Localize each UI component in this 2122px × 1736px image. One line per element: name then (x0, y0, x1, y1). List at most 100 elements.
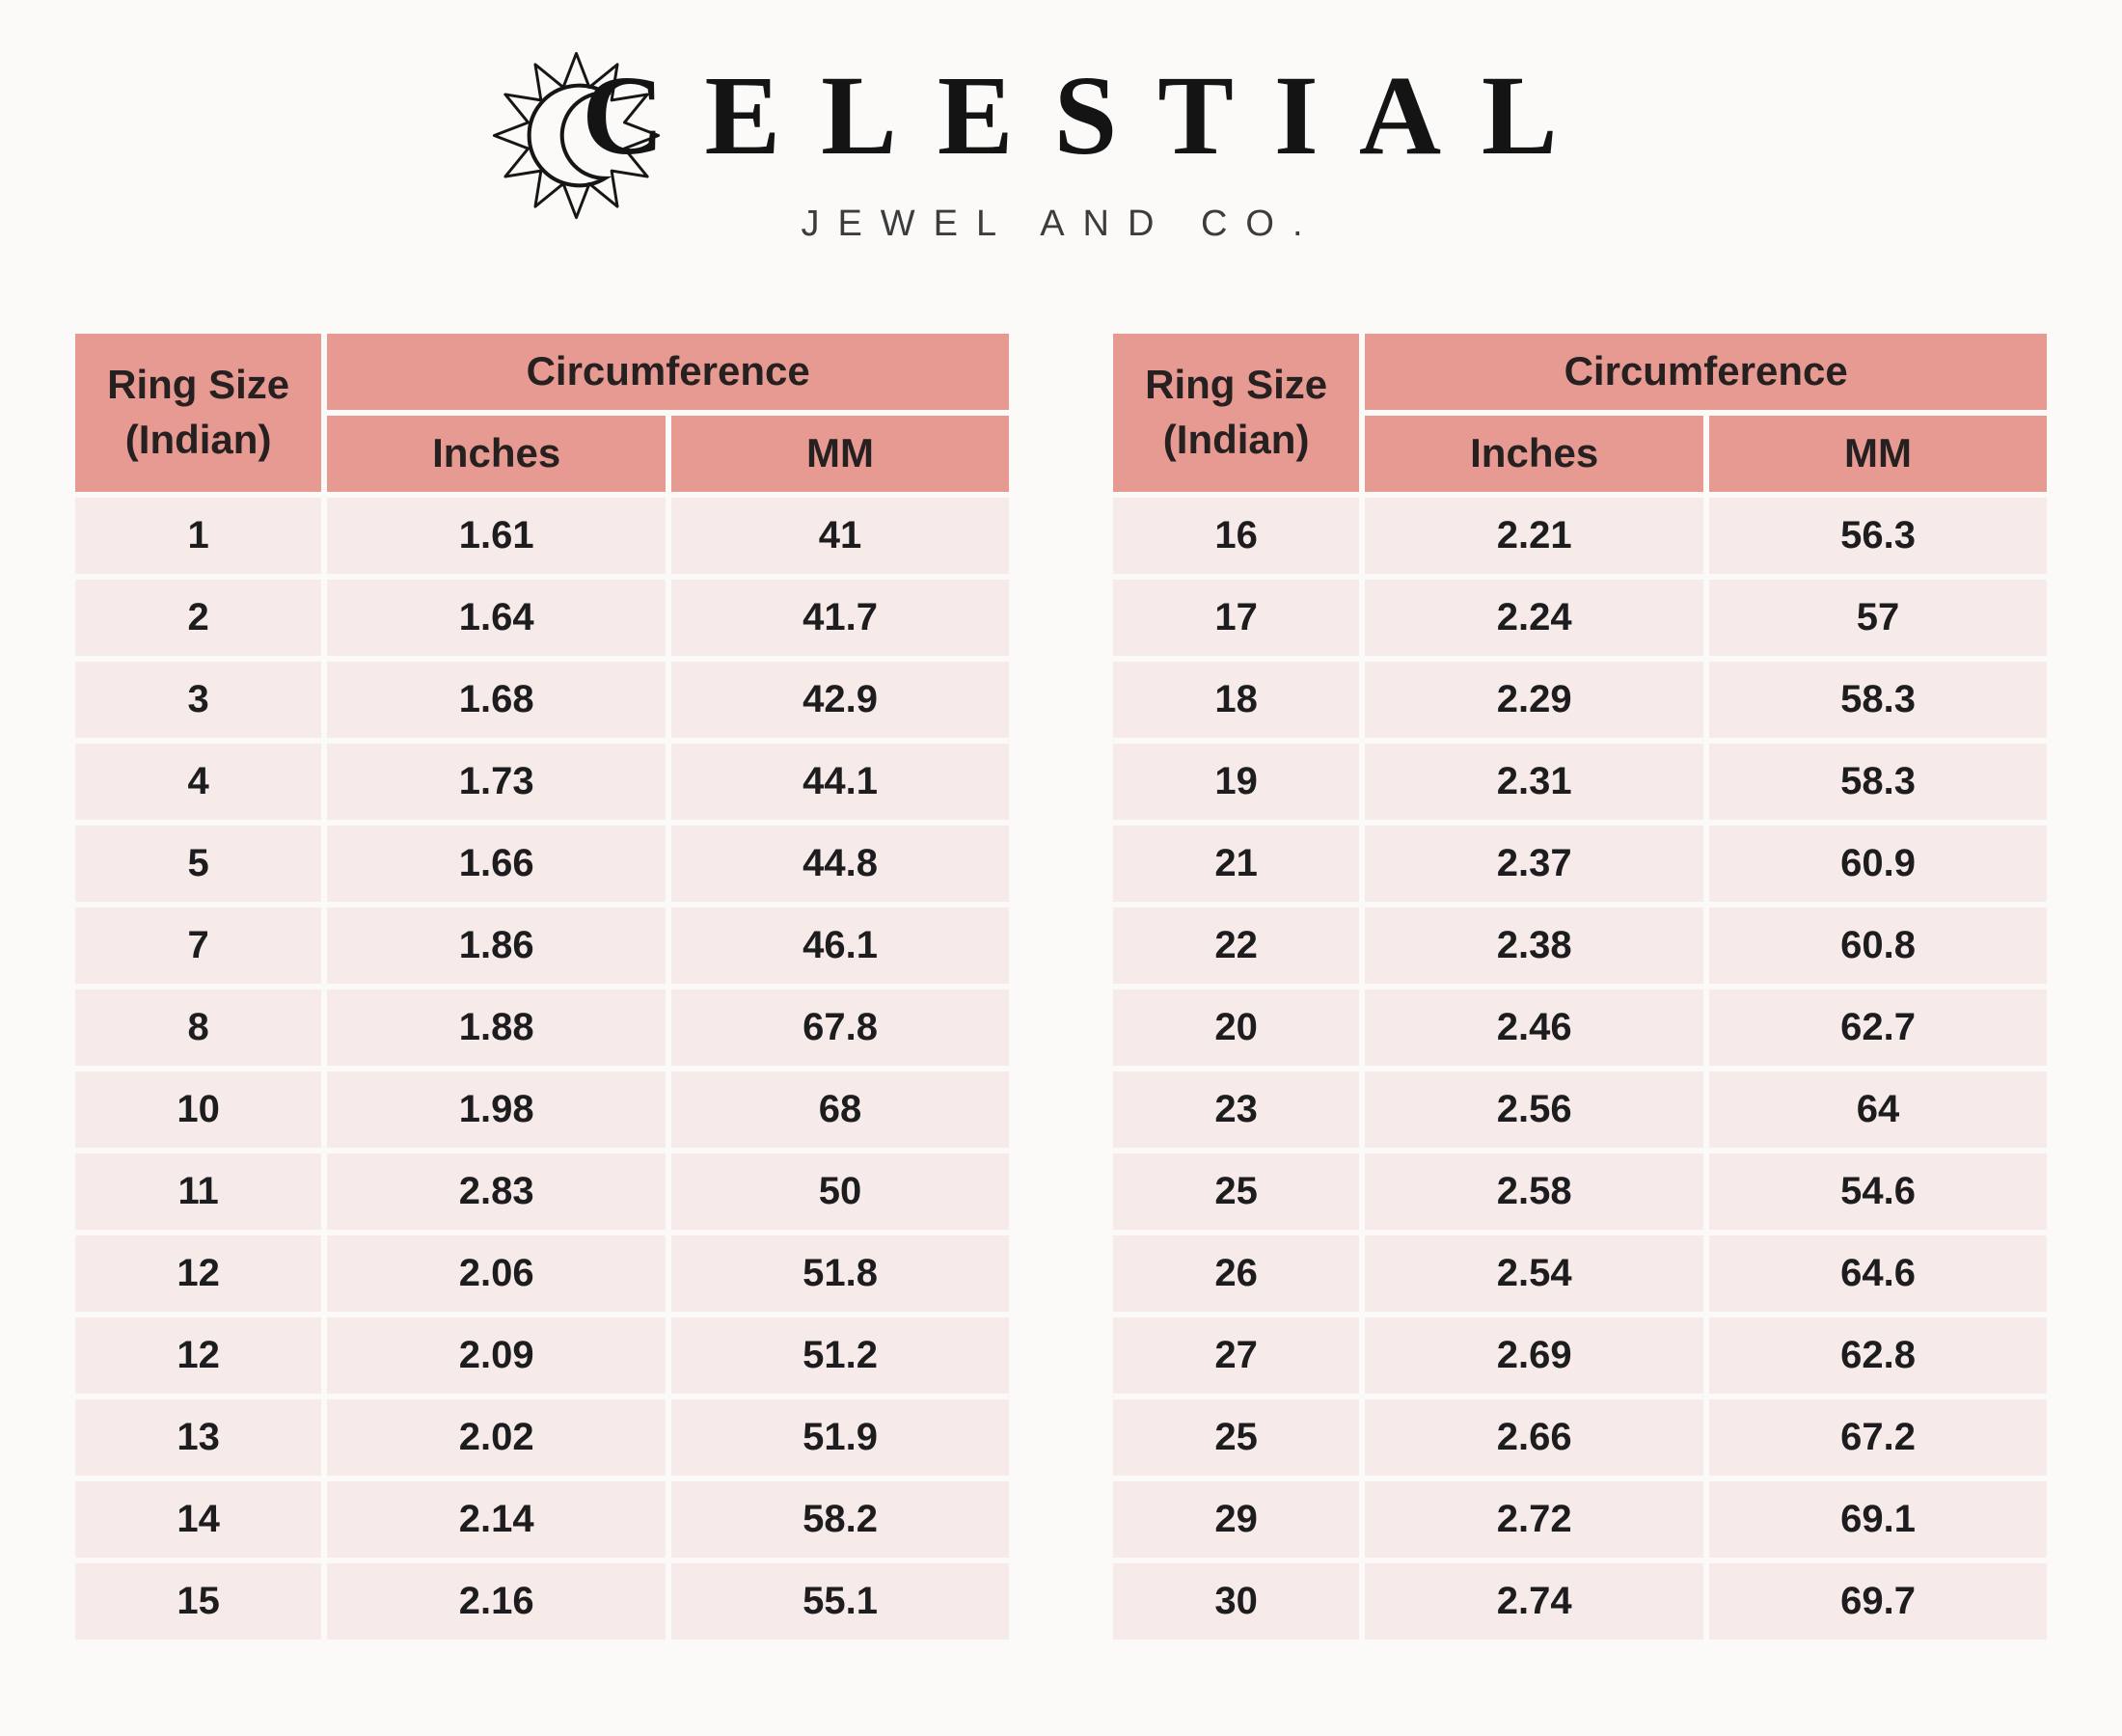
inches-cell: 2.16 (327, 1562, 667, 1640)
mm-cell: 60.9 (1709, 825, 2047, 902)
inches-cell: 2.14 (327, 1480, 667, 1558)
inches-cell: 1.98 (327, 1071, 667, 1148)
ring-size-cell: 29 (1113, 1480, 1360, 1558)
mm-cell: 62.8 (1709, 1316, 2047, 1394)
ring-size-header-line1: Ring Size (107, 362, 290, 408)
mm-cell: 44.1 (671, 743, 1009, 820)
inches-cell: 2.09 (327, 1316, 667, 1394)
ring-size-cell: 25 (1113, 1153, 1360, 1230)
inches-cell: 1.86 (327, 907, 667, 984)
inches-cell: 2.54 (1365, 1234, 1704, 1312)
table-row: 3 1.68 42.9 (75, 661, 1009, 738)
ring-size-cell: 4 (75, 743, 322, 820)
table-row: 12 2.06 51.8 (75, 1234, 1009, 1312)
inches-cell: 1.66 (327, 825, 667, 902)
table-body-right: 16 2.21 56.3 17 2.24 57 18 2.29 58.3 19 2.31 58.3 21… (1113, 497, 2047, 1640)
ring-size-cell: 25 (1113, 1398, 1360, 1476)
mm-cell: 57 (1709, 579, 2047, 656)
mm-cell: 60.8 (1709, 907, 2047, 984)
inches-cell: 2.72 (1365, 1480, 1704, 1558)
mm-header: MM (1709, 415, 2047, 492)
size-tables: Ring Size (Indian) Circumference Inches … (0, 333, 2122, 1640)
inches-cell: 2.31 (1365, 743, 1704, 820)
table-row: 8 1.88 67.8 (75, 989, 1009, 1066)
mm-cell: 69.1 (1709, 1480, 2047, 1558)
inches-cell: 2.69 (1365, 1316, 1704, 1394)
circumference-header: Circumference (327, 333, 1009, 410)
mm-cell: 64.6 (1709, 1234, 2047, 1312)
table-row: 10 1.98 68 (75, 1071, 1009, 1148)
ring-size-cell: 3 (75, 661, 322, 738)
ring-size-header: Ring Size (Indian) (75, 333, 322, 492)
inches-cell: 2.58 (1365, 1153, 1704, 1230)
inches-cell: 2.06 (327, 1234, 667, 1312)
table-header-right: Ring Size (Indian) Circumference Inches … (1113, 333, 2047, 492)
inches-cell: 2.83 (327, 1153, 667, 1230)
ring-size-table-right: Ring Size (Indian) Circumference Inches … (1113, 333, 2047, 1640)
table-row: 25 2.58 54.6 (1113, 1153, 2047, 1230)
table-row: 11 2.83 50 (75, 1153, 1009, 1230)
ring-size-cell: 8 (75, 989, 322, 1066)
mm-cell: 41.7 (671, 579, 1009, 656)
inches-cell: 1.61 (327, 497, 667, 574)
table-row: 1 1.61 41 (75, 497, 1009, 574)
table-body-left: 1 1.61 41 2 1.64 41.7 3 1.68 42.9 4 1.73 44.1 5 1.66 4… (75, 497, 1009, 1640)
table-row: 17 2.24 57 (1113, 579, 2047, 656)
ring-size-cell: 13 (75, 1398, 322, 1476)
mm-cell: 64 (1709, 1071, 2047, 1148)
table-row: 27 2.69 62.8 (1113, 1316, 2047, 1394)
sun-crescent-icon (492, 51, 661, 220)
brand-header: CELESTIAL JEWEL AND CO. (0, 0, 2122, 245)
mm-cell: 55.1 (671, 1562, 1009, 1640)
inches-cell: 2.66 (1365, 1398, 1704, 1476)
inches-cell: 2.21 (1365, 497, 1704, 574)
ring-size-cell: 2 (75, 579, 322, 656)
inches-header: Inches (1365, 415, 1704, 492)
ring-size-cell: 23 (1113, 1071, 1360, 1148)
table-row: 7 1.86 46.1 (75, 907, 1009, 984)
brand-subtitle: JEWEL AND CO. (801, 203, 1321, 244)
inches-header: Inches (327, 415, 667, 492)
inches-cell: 1.73 (327, 743, 667, 820)
table-row: 21 2.37 60.9 (1113, 825, 2047, 902)
ring-size-cell: 30 (1113, 1562, 1360, 1640)
table-row: 18 2.29 58.3 (1113, 661, 2047, 738)
mm-cell: 62.7 (1709, 989, 2047, 1066)
table-header-left: Ring Size (Indian) Circumference Inches … (75, 333, 1009, 492)
mm-cell: 67.2 (1709, 1398, 2047, 1476)
mm-cell: 41 (671, 497, 1009, 574)
inches-cell: 1.64 (327, 579, 667, 656)
table-row: 20 2.46 62.7 (1113, 989, 2047, 1066)
mm-cell: 67.8 (671, 989, 1009, 1066)
table-row: 19 2.31 58.3 (1113, 743, 2047, 820)
ring-size-header-line2: (Indian) (124, 416, 272, 462)
mm-cell: 51.2 (671, 1316, 1009, 1394)
table-row: 5 1.66 44.8 (75, 825, 1009, 902)
inches-cell: 2.37 (1365, 825, 1704, 902)
mm-header: MM (671, 415, 1009, 492)
ring-size-table-left: Ring Size (Indian) Circumference Inches … (75, 333, 1009, 1640)
ring-size-cell: 16 (1113, 497, 1360, 574)
ring-size-header: Ring Size (Indian) (1113, 333, 1360, 492)
table-row: 29 2.72 69.1 (1113, 1480, 2047, 1558)
ring-size-cell: 22 (1113, 907, 1360, 984)
ring-size-header-line1: Ring Size (1145, 362, 1328, 408)
ring-size-cell: 20 (1113, 989, 1360, 1066)
ring-size-cell: 21 (1113, 825, 1360, 902)
ring-size-cell: 1 (75, 497, 322, 574)
ring-size-cell: 27 (1113, 1316, 1360, 1394)
circumference-header: Circumference (1365, 333, 2047, 410)
ring-size-cell: 10 (75, 1071, 322, 1148)
table-row: 25 2.66 67.2 (1113, 1398, 2047, 1476)
ring-size-cell: 5 (75, 825, 322, 902)
mm-cell: 56.3 (1709, 497, 2047, 574)
inches-cell: 2.38 (1365, 907, 1704, 984)
mm-cell: 44.8 (671, 825, 1009, 902)
inches-cell: 2.74 (1365, 1562, 1704, 1640)
table-row: 13 2.02 51.9 (75, 1398, 1009, 1476)
table-row: 23 2.56 64 (1113, 1071, 2047, 1148)
mm-cell: 51.8 (671, 1234, 1009, 1312)
table-row: 2 1.64 41.7 (75, 579, 1009, 656)
ring-size-cell: 7 (75, 907, 322, 984)
ring-size-cell: 14 (75, 1480, 322, 1558)
